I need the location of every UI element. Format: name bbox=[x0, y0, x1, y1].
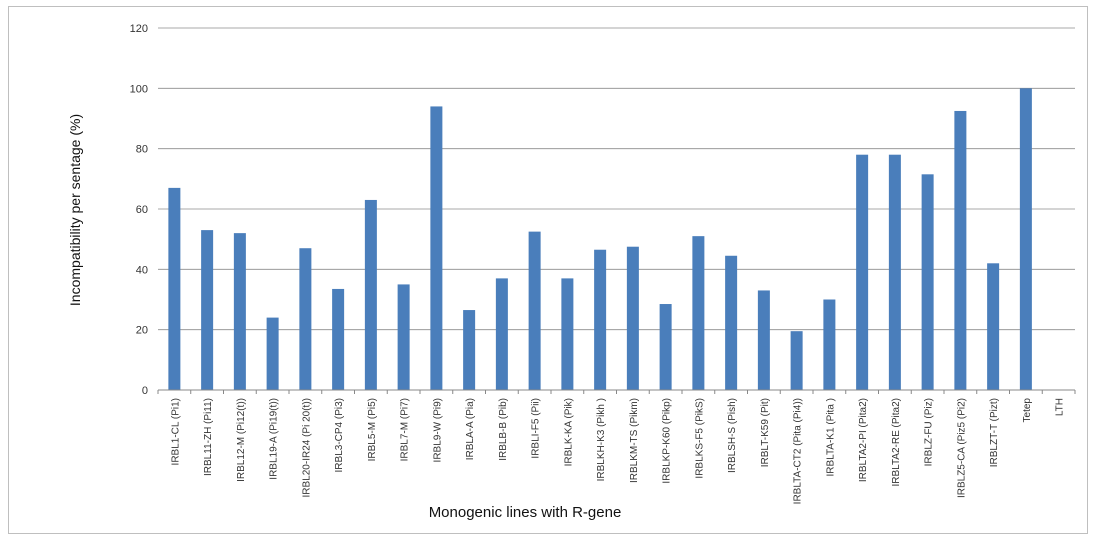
y-tick-label: 20 bbox=[136, 325, 148, 337]
bar bbox=[823, 299, 836, 390]
x-tick-label: IRBLKS-F5 (PikS) bbox=[694, 398, 705, 479]
y-tick-label: 40 bbox=[136, 264, 148, 276]
bar bbox=[168, 187, 181, 390]
bar bbox=[790, 331, 803, 390]
x-tick-label: IRBL12-M (Pi12(t)) bbox=[236, 398, 247, 482]
x-tick-label: IRBLTA2-PI (Pita2) bbox=[858, 398, 869, 482]
y-tick-label: 120 bbox=[130, 23, 148, 35]
x-tick-label: IRBLI-F5 (Pii) bbox=[531, 398, 542, 459]
y-axis-title: Incompatibility per sentage (%) bbox=[67, 114, 83, 306]
y-tick-label: 80 bbox=[136, 144, 148, 156]
x-tick-label: IRBLZT-T (Pizt) bbox=[989, 398, 1000, 467]
bar bbox=[528, 231, 541, 390]
x-tick-label: IRBLTA2-RE (Pita2) bbox=[891, 398, 902, 487]
y-tick-label: 60 bbox=[136, 204, 148, 216]
x-tick-label: IRBL11-ZH (Pi11) bbox=[203, 398, 214, 476]
x-tick-label: IRBLTA-K1 (Pita ) bbox=[825, 398, 836, 477]
x-tick-label: IRBLTA-CT2 (Pita (Pi4)) bbox=[793, 398, 804, 504]
x-tick-label: IRBL19-A (Pi19(t)) bbox=[269, 398, 280, 480]
bar bbox=[725, 255, 738, 390]
x-tick-label: IRBLK-KA (Pik) bbox=[563, 398, 574, 466]
chart-frame bbox=[8, 6, 1088, 534]
bar bbox=[463, 310, 476, 390]
bar bbox=[299, 248, 312, 390]
x-tick-label: IRBLSH-S (Pish) bbox=[727, 398, 738, 473]
y-axis-ticks: 0 20 40 60 80 100 120 bbox=[130, 23, 148, 397]
y-tick-label: 0 bbox=[142, 385, 148, 397]
x-tick-label: IRBLB-B (Pib) bbox=[498, 398, 509, 461]
x-axis-title: Monogenic lines with R-gene bbox=[429, 504, 622, 521]
x-tick-label: IRBL3-CP4 (Pi3) bbox=[334, 398, 345, 472]
bar bbox=[921, 174, 934, 390]
x-tick-label: IRBLKM-TS (Pikm) bbox=[629, 398, 640, 483]
x-tick-label: IRBL1-CL (Pi1) bbox=[170, 398, 181, 465]
bar bbox=[692, 236, 705, 390]
bar bbox=[888, 154, 901, 390]
bar bbox=[594, 249, 607, 390]
bar bbox=[233, 233, 246, 390]
x-tick-label: Tetep bbox=[1022, 398, 1033, 423]
bar bbox=[561, 278, 574, 390]
x-tick-label: IRBLKP-K60 (Pikp) bbox=[662, 398, 673, 484]
x-tick-label: IRBL9-W (Pi9) bbox=[432, 398, 443, 462]
bar bbox=[626, 246, 639, 390]
bar bbox=[757, 290, 770, 390]
bar bbox=[364, 199, 377, 390]
x-axis-ticks: IRBL1-CL (Pi1) IRBL11-ZH (Pi11) IRBL12-M (… bbox=[157, 390, 1076, 504]
x-tick-label: IRBLKH-K3 (Pikh ) bbox=[596, 398, 607, 481]
bar bbox=[397, 284, 410, 390]
bar bbox=[266, 317, 279, 390]
bar bbox=[201, 230, 214, 390]
bar bbox=[332, 288, 345, 390]
bar bbox=[495, 278, 508, 390]
x-tick-label: IRBL20-IR24 (Pi 20(t)) bbox=[301, 398, 312, 497]
bars bbox=[168, 88, 1032, 390]
x-tick-label: IRBLZ5-CA (Piz5 (Pi2) bbox=[956, 398, 967, 498]
bar bbox=[954, 110, 967, 390]
bar bbox=[1019, 88, 1032, 390]
bar bbox=[659, 304, 672, 390]
x-tick-label: IRBL5-M (Pi5) bbox=[367, 398, 378, 461]
x-tick-label: IRBLZ-FU (Piz) bbox=[924, 398, 935, 466]
bar bbox=[430, 106, 443, 390]
x-tick-label: IRBLT-K59 (Pit) bbox=[760, 398, 771, 467]
bar bbox=[856, 154, 869, 390]
y-tick-label: 100 bbox=[130, 83, 148, 95]
x-tick-label: LTH bbox=[1055, 398, 1066, 416]
x-tick-label: IRBLA-A (Pia) bbox=[465, 398, 476, 460]
x-tick-label: IRBL7-M (Pi7) bbox=[400, 398, 411, 461]
bar bbox=[987, 263, 1000, 390]
grid-lines bbox=[158, 27, 1075, 331]
